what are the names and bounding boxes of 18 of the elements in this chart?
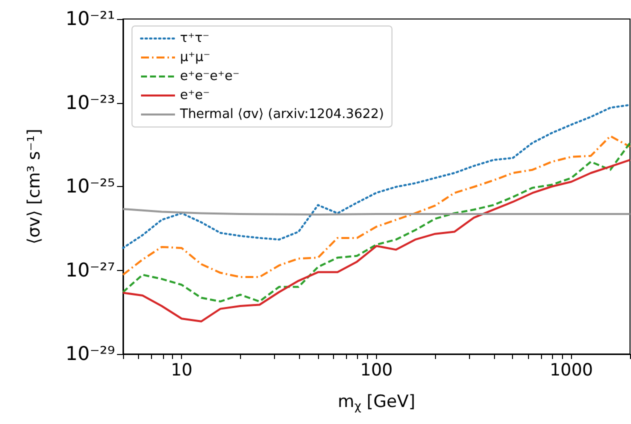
y-tick-label: 10⁻²¹ xyxy=(66,8,115,30)
legend-label: μ⁺μ⁻ xyxy=(180,50,210,65)
line-series xyxy=(122,135,631,278)
x-tick-label: 100 xyxy=(360,360,393,380)
x-tick-label: 10 xyxy=(170,360,192,380)
y-tick-label: 10⁻²⁷ xyxy=(66,259,115,282)
legend-label: e⁺e⁻ xyxy=(180,88,210,103)
y-tick-label: 10⁻²⁹ xyxy=(66,343,115,365)
line-series xyxy=(122,104,631,249)
legend-label: τ⁺τ⁻ xyxy=(180,31,210,46)
y-axis-title: ⟨σv⟩ [cm³ s⁻¹] xyxy=(24,128,44,244)
x-tick-label: 1000 xyxy=(550,360,593,380)
legend-label: e⁺e⁻e⁺e⁻ xyxy=(180,69,240,84)
line-series xyxy=(122,142,631,302)
legend-label: Thermal ⟨σv⟩ (arxiv:1204.3622) xyxy=(179,107,384,122)
y-tick-label: 10⁻²³ xyxy=(66,92,115,114)
y-tick-label: 10⁻²⁵ xyxy=(66,176,115,198)
line-series xyxy=(122,158,631,322)
